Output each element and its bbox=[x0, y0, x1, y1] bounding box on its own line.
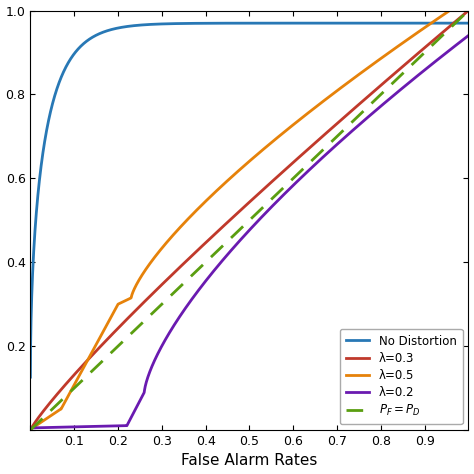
λ=0.3 bbox=[453, 18, 458, 24]
λ=0.2 bbox=[453, 43, 458, 48]
λ=0.3 bbox=[27, 427, 33, 433]
λ=0.5 bbox=[229, 174, 235, 180]
$P_F=P_D$ bbox=[27, 427, 33, 433]
λ=0.2 bbox=[453, 43, 458, 48]
λ=0.3 bbox=[50, 397, 55, 402]
λ=0.2 bbox=[229, 247, 235, 253]
Line: λ=0.2: λ=0.2 bbox=[30, 36, 468, 428]
λ=0.2 bbox=[465, 33, 471, 38]
$P_F=P_D$ bbox=[453, 20, 458, 26]
Line: λ=0.3: λ=0.3 bbox=[30, 10, 468, 430]
λ=0.3 bbox=[453, 18, 458, 24]
λ=0.5 bbox=[373, 60, 378, 65]
X-axis label: False Alarm Rates: False Alarm Rates bbox=[181, 454, 318, 468]
Legend: No Distortion, λ=0.3, λ=0.5, λ=0.2, $P_F=P_D$: No Distortion, λ=0.3, λ=0.5, λ=0.2, $P_F… bbox=[340, 328, 463, 424]
No Distortion bbox=[453, 20, 458, 26]
$P_F=P_D$ bbox=[465, 8, 471, 13]
λ=0.5 bbox=[447, 8, 453, 13]
λ=0.3 bbox=[373, 87, 378, 93]
λ=0.3 bbox=[241, 205, 246, 210]
No Distortion bbox=[27, 374, 33, 380]
$P_F=P_D$ bbox=[241, 223, 246, 229]
λ=0.5 bbox=[465, 8, 471, 13]
λ=0.3 bbox=[229, 216, 235, 221]
λ=0.5 bbox=[453, 8, 458, 13]
λ=0.2 bbox=[241, 234, 246, 239]
No Distortion bbox=[50, 100, 55, 106]
λ=0.5 bbox=[50, 411, 55, 417]
λ=0.2 bbox=[27, 425, 33, 431]
No Distortion bbox=[229, 20, 235, 26]
No Distortion bbox=[373, 20, 378, 26]
Line: $P_F=P_D$: $P_F=P_D$ bbox=[30, 10, 468, 430]
$P_F=P_D$ bbox=[50, 406, 55, 411]
No Distortion bbox=[241, 20, 246, 26]
$P_F=P_D$ bbox=[453, 20, 458, 26]
Line: No Distortion: No Distortion bbox=[30, 23, 468, 377]
$P_F=P_D$ bbox=[229, 234, 235, 240]
No Distortion bbox=[465, 20, 471, 26]
λ=0.5 bbox=[27, 425, 33, 431]
λ=0.5 bbox=[241, 164, 246, 169]
λ=0.2 bbox=[50, 425, 55, 430]
λ=0.5 bbox=[453, 8, 459, 13]
No Distortion bbox=[453, 20, 458, 26]
λ=0.3 bbox=[465, 8, 471, 13]
Line: λ=0.5: λ=0.5 bbox=[30, 10, 468, 428]
$P_F=P_D$ bbox=[373, 97, 378, 102]
λ=0.2 bbox=[373, 108, 378, 114]
